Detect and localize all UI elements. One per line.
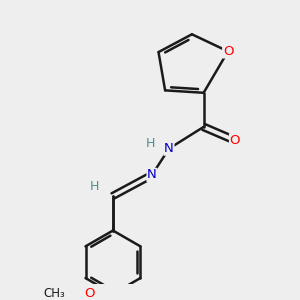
Text: O: O xyxy=(230,134,240,147)
Text: CH₃: CH₃ xyxy=(44,287,65,300)
Text: N: N xyxy=(164,142,174,155)
Text: H: H xyxy=(90,180,99,193)
Text: H: H xyxy=(146,137,155,150)
Text: O: O xyxy=(223,45,233,58)
Text: N: N xyxy=(147,168,157,182)
Text: O: O xyxy=(85,287,95,300)
